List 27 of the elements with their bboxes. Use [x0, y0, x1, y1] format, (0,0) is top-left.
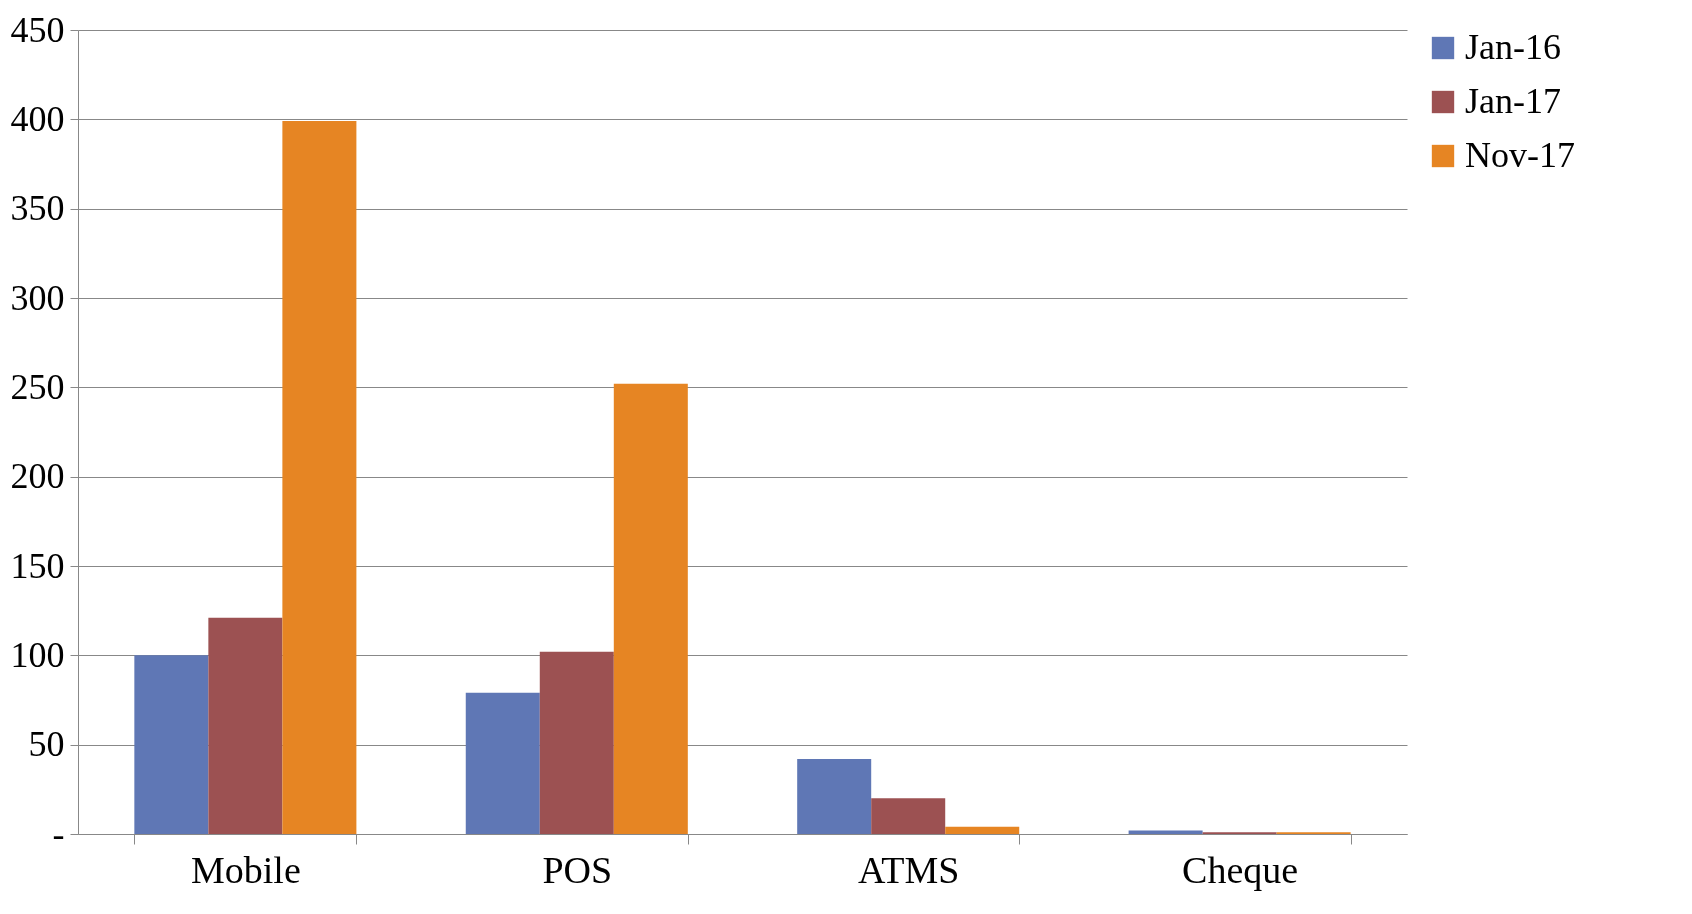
- y-tick-label: 100: [10, 634, 65, 675]
- x-tick-label: ATMS: [858, 848, 960, 891]
- bar: [871, 798, 946, 834]
- bar: [1128, 830, 1203, 834]
- bar: [613, 383, 688, 834]
- x-tick-label: Cheque: [1182, 848, 1299, 891]
- y-tick-label: 350: [10, 188, 65, 229]
- bar: [282, 121, 357, 834]
- y-tick-label: -: [52, 813, 65, 854]
- y-tick-label: 50: [28, 724, 65, 765]
- y-tick-label: 150: [10, 545, 65, 586]
- bar: [134, 655, 209, 834]
- bar: [208, 617, 283, 834]
- y-tick-label: 450: [10, 9, 65, 50]
- y-tick-label: 250: [10, 366, 65, 407]
- y-tick-label: 400: [10, 98, 65, 139]
- x-tick-label: Mobile: [190, 848, 301, 891]
- bar: [797, 758, 872, 834]
- legend-label: Nov-17: [1465, 135, 1575, 175]
- legend-label: Jan-16: [1465, 27, 1561, 67]
- y-tick-label: 300: [10, 277, 65, 318]
- bar: [539, 651, 614, 834]
- y-tick-label: 200: [10, 456, 65, 497]
- x-tick-label: POS: [542, 848, 613, 891]
- bar: [945, 826, 1020, 834]
- bar: [465, 692, 540, 834]
- legend-label: Jan-17: [1465, 81, 1561, 121]
